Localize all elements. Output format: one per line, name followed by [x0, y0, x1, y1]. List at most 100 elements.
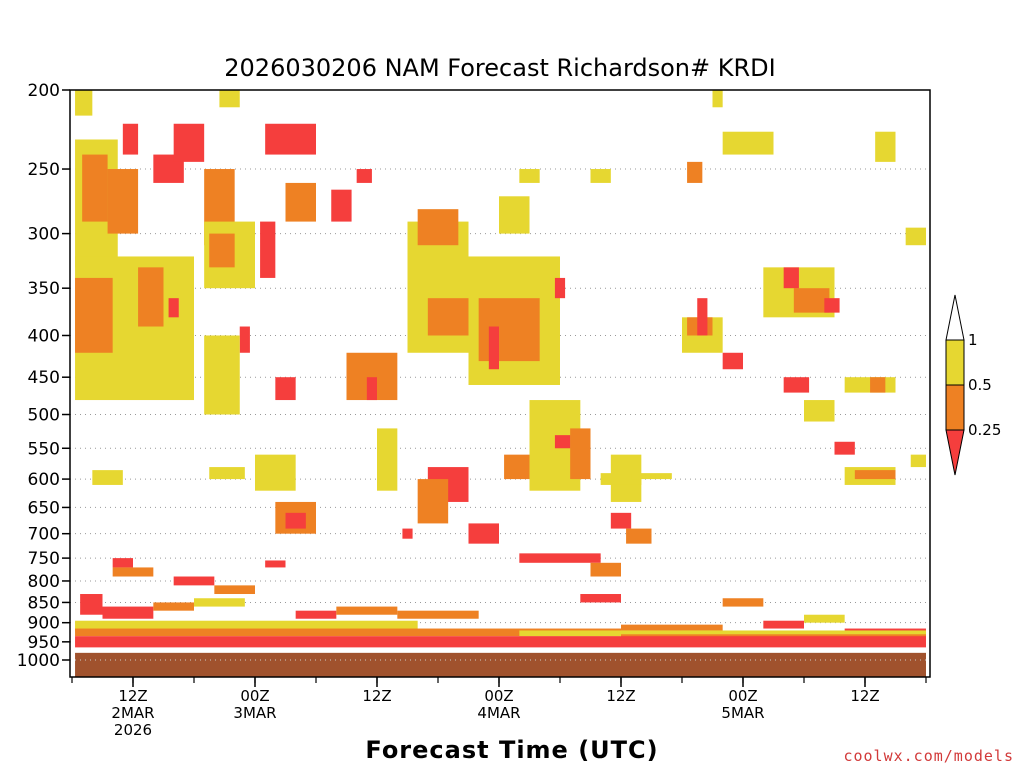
heatmap-cell [621, 624, 723, 631]
heatmap-cell [219, 90, 240, 108]
x-tick-label: 12Z [118, 687, 147, 705]
heatmap-cell [265, 123, 316, 155]
legend-swatch-mid-high [945, 339, 965, 386]
heatmap-cell [112, 558, 133, 568]
x-tick-label: 2MAR [111, 704, 154, 722]
heatmap-cell [75, 628, 622, 637]
x-tick-label: 3MAR [233, 704, 276, 722]
heatmap-cell [214, 585, 255, 595]
heatmap-cell [239, 326, 250, 353]
heatmap-cell [905, 227, 926, 246]
y-tick-label: 900 [28, 614, 60, 634]
heatmap-cell [722, 352, 743, 370]
y-tick-label: 850 [28, 593, 60, 613]
y-tick-label: 750 [28, 549, 60, 569]
heatmap-cell [712, 90, 723, 108]
heatmap-cells [70, 90, 930, 677]
heatmap-cell [75, 636, 927, 648]
y-tick-label: 300 [28, 225, 60, 245]
y-tick-label: 350 [28, 279, 60, 299]
heatmap-cell [75, 620, 418, 633]
y-tick-label: 400 [28, 326, 60, 346]
heatmap-cell [285, 182, 316, 222]
heatmap-cell [285, 512, 306, 529]
heatmap-cell [397, 610, 479, 619]
heatmap-cell [834, 441, 855, 455]
heatmap-cell [580, 594, 621, 603]
heatmap-cell [631, 473, 672, 480]
heatmap-cell [854, 470, 896, 480]
heatmap-cell [519, 553, 601, 563]
heatmap-cell [204, 335, 240, 415]
legend-label: 1 [968, 331, 978, 349]
y-tick-label: 800 [28, 572, 60, 592]
heatmap-cell [763, 620, 804, 629]
heatmap-cell [554, 277, 566, 299]
y-tick-label: 500 [28, 406, 60, 426]
heatmap-cell [910, 454, 926, 468]
heatmap-cell [107, 169, 139, 234]
heatmap-cell [478, 298, 540, 362]
heatmap-cell [336, 606, 398, 615]
heatmap-cell [80, 594, 103, 615]
heatmap-cell [75, 90, 93, 116]
heatmap-cell [783, 377, 810, 393]
heatmap-cell [722, 598, 764, 607]
heatmap-cell [519, 169, 540, 183]
y-tick-label: 450 [28, 368, 60, 388]
y-tick-label: 700 [28, 525, 60, 545]
heatmap-cell [209, 467, 245, 480]
heatmap-cell [173, 576, 215, 586]
heatmap-cell [590, 562, 621, 577]
y-tick-label: 200 [28, 81, 60, 101]
heatmap-cell [92, 470, 123, 485]
heatmap-cell [122, 123, 139, 155]
heatmap-cell [687, 161, 703, 183]
legend-label: 0.25 [968, 421, 1001, 439]
y-tick-label: 250 [28, 160, 60, 180]
y-axis: 200 250 300 350 400 450 500 550 600 650 700 750 8008… [17, 81, 70, 671]
heatmap-cell [610, 512, 632, 529]
heatmap-cell [504, 454, 530, 480]
heatmap-cell [722, 131, 774, 155]
heatmap-cell [519, 630, 926, 637]
heatmap-cell [417, 209, 459, 246]
heatmap-cell [570, 428, 591, 480]
heatmap-cell [75, 277, 113, 353]
x-tick-label: 00Z [728, 687, 757, 705]
heatmap-cell [804, 614, 845, 623]
heatmap-cell [209, 233, 235, 268]
heatmap-cell [417, 479, 449, 524]
legend-swatch-top [945, 294, 965, 341]
legend-swatch-bottom [945, 429, 965, 476]
heatmap-cell [168, 298, 179, 318]
heatmap-cell [554, 435, 571, 449]
y-tick-label: 1000 [17, 651, 60, 671]
heatmap-cell [75, 652, 927, 677]
heatmap-cell [488, 326, 499, 370]
heatmap-cell [255, 454, 296, 491]
legend-swatch-mid-low [945, 384, 965, 431]
heatmap-cell [377, 428, 398, 491]
heatmap-cell [468, 523, 499, 544]
x-axis-title: Forecast Time (UTC) [365, 736, 658, 764]
heatmap-cell [102, 606, 154, 619]
legend-label: 0.5 [968, 376, 992, 394]
chart-title: 2026030206 NAM Forecast Richardson# KRDI [224, 54, 775, 82]
heatmap-cell [600, 473, 642, 485]
plot-frame [69, 89, 931, 678]
gridlines [70, 168, 930, 661]
heatmap-cell [82, 154, 108, 222]
heatmap-cell [875, 131, 896, 162]
heatmap-cell [260, 221, 276, 278]
heatmap-cell [499, 196, 530, 234]
source-credit: coolwx.com/models [843, 747, 1014, 765]
heatmap-cell [194, 598, 245, 607]
x-tick-label: 00Z [240, 687, 269, 705]
heatmap-cell [402, 528, 413, 539]
heatmap-cell [870, 377, 886, 393]
x-tick-label: 00Z [484, 687, 513, 705]
heatmap-cell [356, 169, 372, 183]
